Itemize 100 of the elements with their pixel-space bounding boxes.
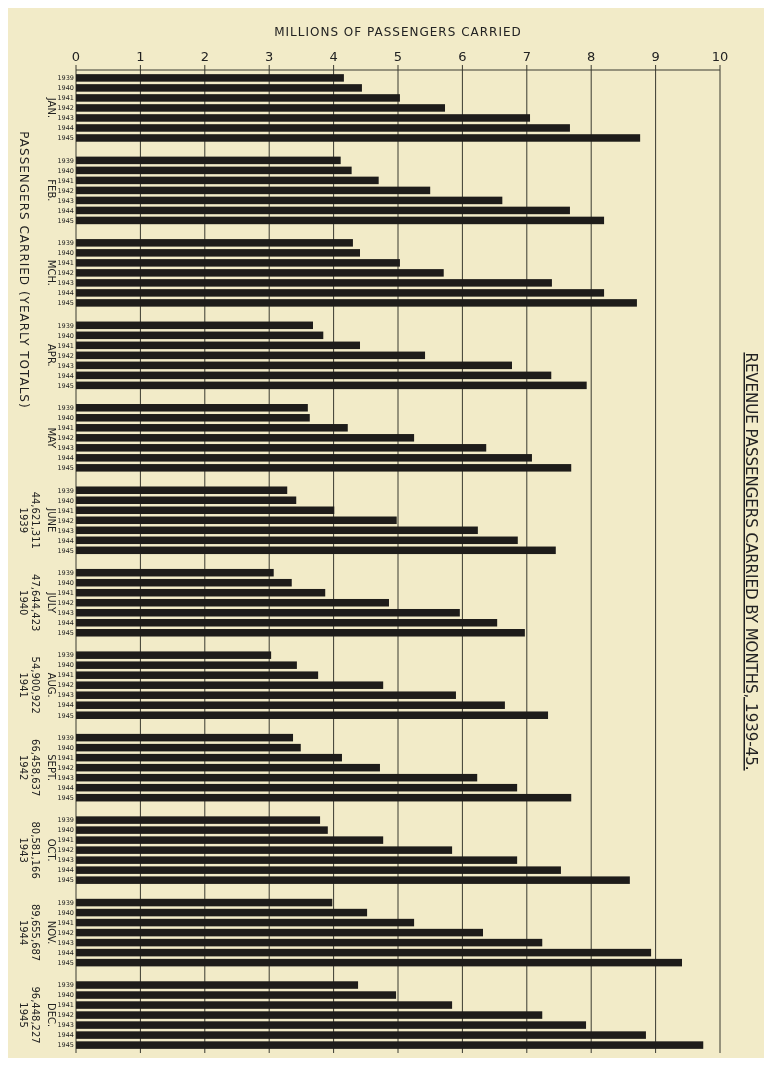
bar bbox=[76, 526, 478, 535]
bar bbox=[76, 701, 505, 709]
bar bbox=[76, 651, 272, 659]
x-tick-label: 7 bbox=[522, 49, 531, 64]
bar bbox=[76, 269, 444, 277]
text: REVENUE PASSENGERS CARRIED BY MONTHS, 1939-45. bbox=[742, 352, 760, 771]
bar bbox=[76, 981, 359, 989]
y-tick-label: NOV. bbox=[46, 920, 57, 945]
bar bbox=[76, 578, 292, 587]
text: 1940 47,644,423 bbox=[18, 574, 41, 632]
bar bbox=[76, 1041, 704, 1049]
bar bbox=[76, 793, 572, 802]
bar bbox=[76, 381, 587, 390]
bar bbox=[76, 496, 297, 504]
bar bbox=[76, 454, 532, 462]
bar bbox=[76, 546, 556, 555]
bar bbox=[76, 908, 368, 917]
bar bbox=[76, 104, 446, 112]
bar bbox=[76, 186, 431, 195]
bar bbox=[76, 681, 384, 689]
bar bbox=[76, 948, 652, 957]
bar bbox=[76, 898, 333, 907]
bar bbox=[76, 918, 415, 927]
bar bbox=[76, 464, 572, 472]
bar bbox=[76, 134, 641, 142]
bar bbox=[76, 1011, 543, 1019]
y-tick-label: SEPT. bbox=[46, 754, 57, 782]
y-tick-label: AUG. bbox=[46, 672, 57, 698]
bar bbox=[76, 206, 570, 215]
bar bbox=[76, 568, 274, 577]
bar bbox=[76, 74, 344, 82]
bar bbox=[76, 876, 630, 884]
x-tick-label: 2 bbox=[200, 49, 209, 64]
bar bbox=[76, 216, 605, 225]
x-tick-label: 6 bbox=[458, 49, 467, 64]
bar bbox=[76, 661, 297, 669]
y-tick-label: MCH. bbox=[46, 259, 57, 286]
bar bbox=[76, 816, 321, 824]
bar bbox=[76, 196, 503, 205]
x-tick-label: 4 bbox=[329, 49, 338, 64]
bar bbox=[76, 371, 552, 380]
x-tick-label: 1 bbox=[136, 49, 145, 64]
bar bbox=[76, 341, 360, 350]
bar bbox=[76, 711, 549, 719]
bar bbox=[76, 321, 313, 330]
bar bbox=[76, 598, 389, 607]
bar bbox=[76, 763, 380, 772]
x-tick-label: 8 bbox=[587, 49, 596, 64]
bar bbox=[76, 588, 326, 597]
bar bbox=[76, 404, 308, 412]
y-tick-label: JULY bbox=[46, 591, 57, 614]
text: 1941 54,900,922 bbox=[18, 656, 41, 714]
text: PASSENGERS CARRIED (YEARLY TOTALS) bbox=[17, 131, 31, 409]
bar bbox=[76, 846, 453, 854]
bar bbox=[76, 239, 353, 247]
bar bbox=[76, 166, 352, 175]
bar bbox=[76, 176, 379, 185]
y-tick-label: JUNE bbox=[46, 507, 57, 533]
text: 1942 66,458,637 bbox=[18, 739, 41, 797]
x-tick-label: 0 bbox=[71, 49, 81, 64]
bar bbox=[76, 156, 341, 165]
x-tick-label: 5 bbox=[393, 49, 403, 64]
y-tick-label: OCT. bbox=[46, 838, 57, 862]
bar bbox=[76, 671, 319, 679]
bar bbox=[76, 856, 518, 864]
bar bbox=[76, 928, 484, 937]
x-axis-title: MILLIONS OF PASSENGERS CARRIED bbox=[274, 25, 522, 39]
bar bbox=[76, 444, 487, 452]
bar bbox=[76, 629, 525, 637]
bar bbox=[76, 536, 518, 545]
text: 1943 80,581,166 bbox=[18, 821, 41, 879]
y-tick-label: DEC. bbox=[46, 1002, 57, 1028]
text: 1945 96,448,227 bbox=[18, 986, 41, 1044]
y-tick-label: MAY bbox=[46, 427, 57, 450]
bar bbox=[76, 619, 498, 627]
text: 1944 89,655,687 bbox=[18, 903, 41, 962]
bar bbox=[76, 516, 397, 525]
x-tick-label: 9 bbox=[651, 49, 660, 64]
bar bbox=[76, 486, 288, 494]
bar bbox=[76, 836, 384, 844]
x-tick-label: 10 bbox=[711, 49, 729, 64]
bar bbox=[76, 279, 552, 287]
bar bbox=[76, 424, 348, 432]
bar bbox=[76, 958, 682, 967]
y-tick-label: APR. bbox=[46, 344, 57, 367]
bar bbox=[76, 249, 360, 257]
bar bbox=[76, 866, 561, 874]
bar bbox=[76, 506, 335, 515]
bar bbox=[76, 991, 397, 999]
bar bbox=[76, 1031, 646, 1039]
bar bbox=[76, 361, 512, 370]
bar bbox=[76, 299, 637, 307]
bar bbox=[76, 351, 426, 360]
bar bbox=[76, 94, 400, 102]
x-tick-label: 3 bbox=[265, 49, 274, 64]
bar bbox=[76, 114, 531, 122]
y-tick-label: JAN. bbox=[46, 96, 57, 119]
bar bbox=[76, 124, 570, 132]
bar bbox=[76, 938, 543, 947]
bar bbox=[76, 826, 328, 834]
